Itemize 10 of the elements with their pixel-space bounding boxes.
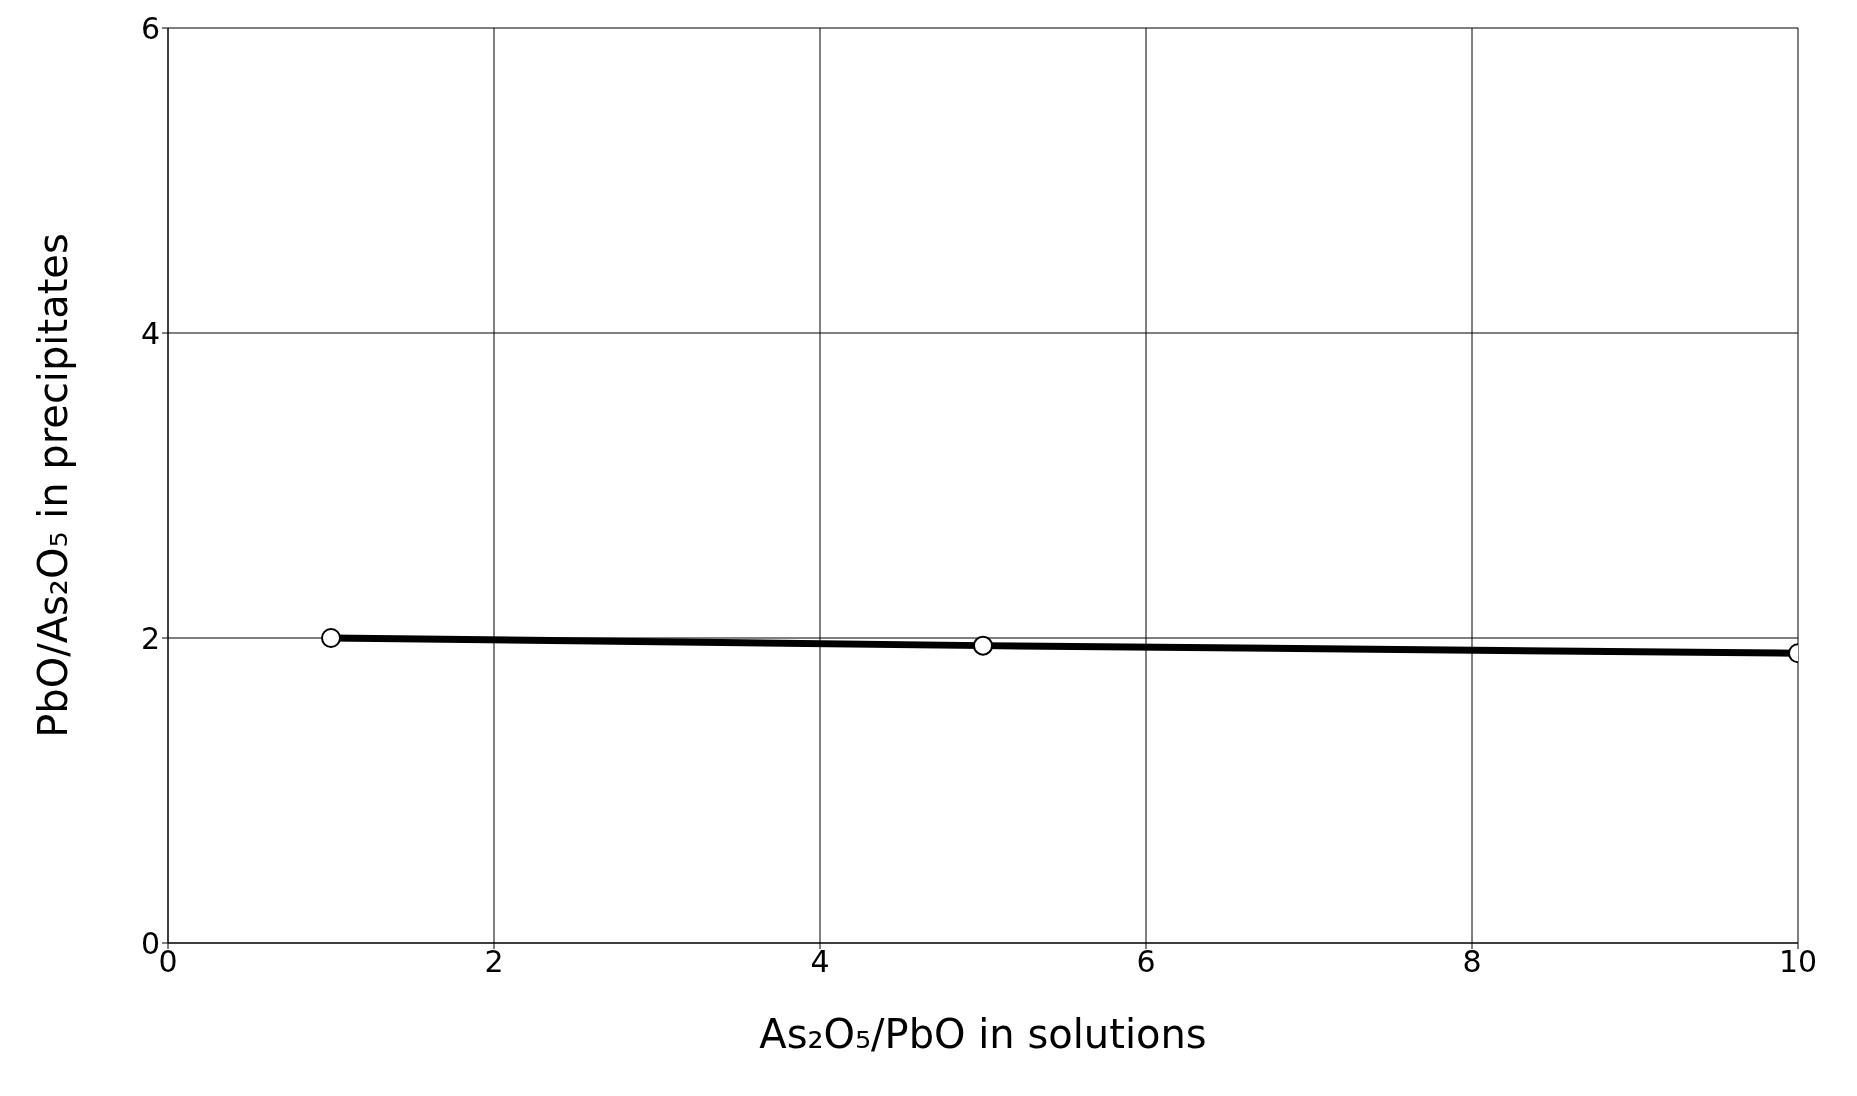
y-tick-label: 2 [140, 620, 160, 656]
y-axis-title: PbO/As₂O₅ in precipitates [30, 233, 77, 738]
x-tick-label: 2 [484, 944, 504, 980]
x-tick-label: 10 [1778, 944, 1818, 980]
y-tick-label: 4 [140, 315, 160, 351]
x-tick-label: 8 [1462, 944, 1482, 980]
y-tick-label: 6 [140, 10, 160, 46]
x-tick-label: 6 [1136, 944, 1156, 980]
x-tick-label: 4 [810, 944, 830, 980]
x-axis-title: As₂O₅/PbO in solutions [759, 1011, 1207, 1057]
